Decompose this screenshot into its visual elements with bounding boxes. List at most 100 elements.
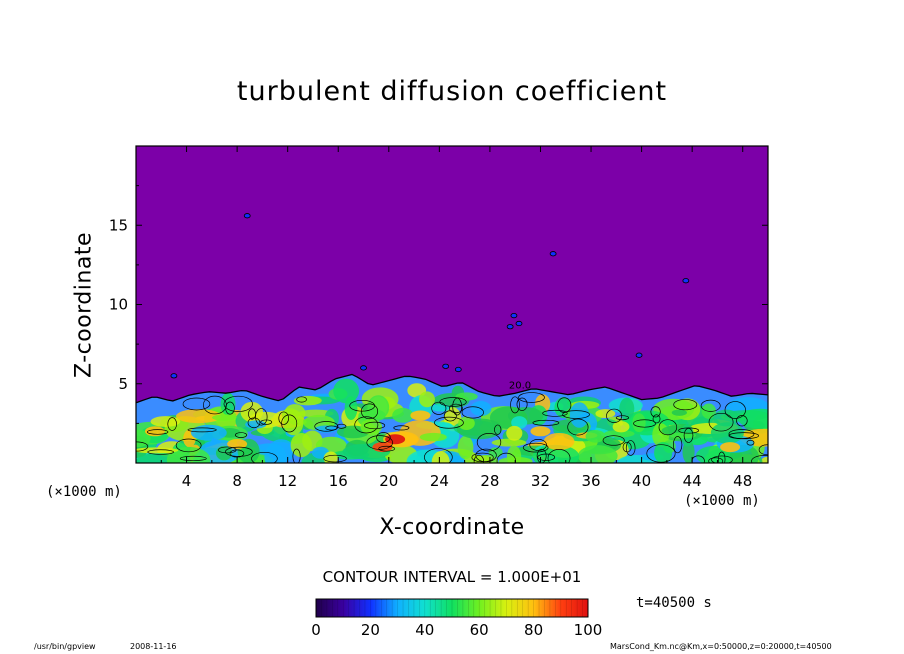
contour-line bbox=[471, 452, 494, 463]
turbulence-blob bbox=[654, 441, 673, 463]
contour-line bbox=[746, 439, 755, 446]
turbulence-blob bbox=[190, 424, 227, 441]
contour-spot bbox=[635, 352, 643, 358]
x-axis-unit-left: (×1000 m) bbox=[46, 484, 122, 500]
contour-line bbox=[354, 416, 379, 434]
contour-spot bbox=[515, 320, 523, 327]
contour-spot bbox=[454, 366, 462, 373]
contour-line bbox=[529, 439, 547, 451]
colorbar-ticks: 0 20 40 60 80 100 bbox=[311, 621, 602, 639]
turbulence-blob bbox=[585, 430, 606, 443]
contour-line bbox=[700, 399, 721, 412]
contour-line bbox=[658, 419, 678, 436]
y-tick-label: 15 bbox=[109, 216, 128, 234]
contour-line bbox=[510, 396, 520, 414]
x-tick-label: 48 bbox=[733, 472, 752, 490]
contour-line bbox=[625, 440, 636, 456]
y-tick-label: 5 bbox=[118, 375, 128, 393]
contour-spot bbox=[170, 373, 178, 379]
turbulence-blob bbox=[569, 402, 590, 428]
turbulence-blob bbox=[506, 445, 522, 463]
turbulence-blob bbox=[419, 432, 447, 442]
colorbar bbox=[315, 598, 589, 618]
contour-line bbox=[449, 403, 463, 414]
contour-line bbox=[292, 448, 301, 463]
contour-line bbox=[255, 408, 268, 426]
contour-line bbox=[296, 396, 307, 403]
time-label: t=40500 s bbox=[636, 595, 712, 611]
turbulence-blob bbox=[290, 433, 312, 458]
colorbar-tick-label: 80 bbox=[524, 621, 543, 639]
turbulence-blob bbox=[419, 391, 435, 408]
contour-line bbox=[518, 392, 545, 403]
contour-line bbox=[678, 427, 700, 434]
contour-line bbox=[673, 399, 698, 411]
contour-line bbox=[364, 421, 386, 430]
contour-line bbox=[182, 397, 211, 411]
contour-line bbox=[461, 406, 484, 419]
turbulence-blob bbox=[212, 414, 237, 421]
contour-line bbox=[547, 449, 571, 463]
turbulence-blob bbox=[431, 451, 450, 463]
contour-line bbox=[646, 444, 676, 463]
contour-line bbox=[708, 412, 734, 432]
contour-line bbox=[314, 421, 339, 432]
contour-line bbox=[728, 429, 755, 439]
turbulence-blob bbox=[619, 397, 635, 420]
turbulence-blob bbox=[671, 409, 687, 416]
contour-line bbox=[146, 429, 169, 435]
contour-line bbox=[494, 424, 502, 435]
y-tick-label: 10 bbox=[109, 296, 128, 314]
contour-line bbox=[476, 432, 502, 452]
contour-line bbox=[281, 414, 298, 433]
x-tick-label: 8 bbox=[232, 472, 242, 490]
contour-line bbox=[522, 442, 549, 453]
contour-line bbox=[393, 425, 410, 431]
contour-line bbox=[683, 428, 694, 443]
contour-line bbox=[167, 417, 177, 431]
contour-line bbox=[562, 410, 590, 419]
contour-line bbox=[251, 451, 278, 463]
colorbar-tick-label: 20 bbox=[361, 621, 380, 639]
turbulence-hotspot bbox=[372, 442, 393, 453]
turbulence-blob bbox=[682, 440, 695, 463]
turbulence-blob bbox=[293, 395, 322, 406]
y-axis-ticks: 5 10 15 bbox=[109, 185, 768, 424]
turbulence-blob bbox=[737, 408, 768, 429]
contour-line bbox=[475, 448, 497, 463]
colorbar-tick-label: 60 bbox=[470, 621, 489, 639]
colorbar-tick-label: 100 bbox=[574, 621, 603, 639]
turbulence-blob bbox=[150, 416, 181, 427]
turbulence-blob bbox=[511, 416, 528, 430]
turbulence-hotspot bbox=[410, 410, 431, 421]
contour-line bbox=[711, 455, 733, 463]
contour-line bbox=[376, 432, 391, 443]
contour-line bbox=[606, 408, 623, 423]
x-tick-label: 32 bbox=[531, 472, 550, 490]
x-axis-label: X-coordinate bbox=[379, 515, 525, 540]
turbulence-blob bbox=[457, 435, 474, 460]
turbulence-blob bbox=[543, 432, 575, 451]
turbulence-blob bbox=[297, 409, 334, 418]
x-axis-ticks: 4 8 12 16 20 24 28 32 36 40 44 48 bbox=[160, 146, 752, 490]
contour-spot bbox=[243, 213, 251, 219]
turbulence-blob bbox=[595, 409, 616, 419]
turbulence-blob bbox=[175, 409, 222, 424]
x-tick-label: 36 bbox=[581, 472, 600, 490]
turbulence-hotspot bbox=[385, 434, 406, 445]
contour-line bbox=[751, 455, 768, 463]
contour-lines: 20.0 bbox=[136, 213, 768, 463]
x-tick-label: 44 bbox=[683, 472, 702, 490]
contour-line bbox=[323, 454, 347, 463]
contour-line bbox=[247, 417, 261, 429]
turbulence-hotspot bbox=[227, 438, 248, 449]
x-tick-label: 16 bbox=[329, 472, 348, 490]
contour-spot bbox=[549, 251, 557, 257]
contour-spot bbox=[510, 312, 518, 319]
contour-line bbox=[567, 418, 589, 436]
contour-line bbox=[434, 416, 464, 429]
turbulence-blob bbox=[506, 425, 523, 441]
contour-line bbox=[537, 453, 556, 461]
turbulence-hotspot bbox=[720, 442, 741, 453]
contour-line bbox=[615, 415, 629, 421]
